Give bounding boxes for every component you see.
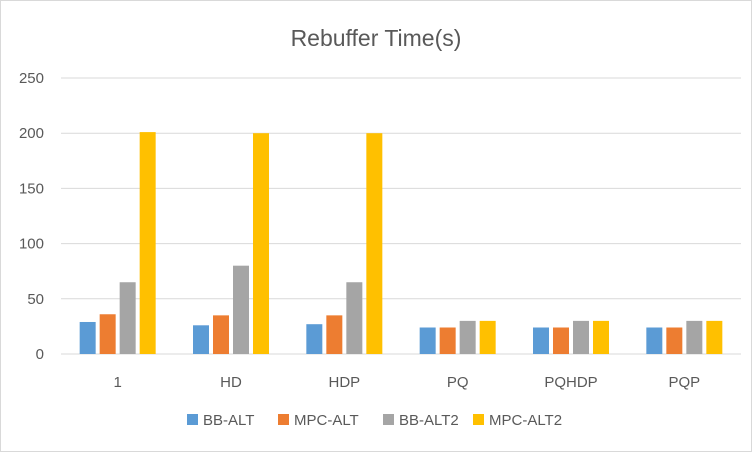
- y-tick-label: 150: [19, 180, 44, 197]
- bar-bb-alt2-pqp: [686, 320, 703, 354]
- bar-mpc-alt-1: [99, 314, 116, 354]
- bar-mpc-alt2-pq: [479, 320, 496, 354]
- bar-mpc-alt2-1: [139, 132, 156, 354]
- x-axis-tick-labels: 1 HD HDP PQ PQHDP PQP: [113, 374, 700, 391]
- bars: [79, 132, 723, 354]
- bar-mpc-alt-hdp: [326, 315, 343, 354]
- x-tick-label: HD: [220, 374, 242, 391]
- gridlines: [61, 77, 741, 355]
- legend-swatch: [187, 414, 198, 425]
- bar-bb-alt2-hdp: [346, 282, 363, 354]
- x-tick-label: PQHDP: [544, 374, 597, 391]
- bar-bb-alt-hdp: [306, 324, 323, 354]
- bar-mpc-alt2-pqp: [706, 320, 723, 354]
- legend: BB-ALT MPC-ALT BB-ALT2 MPC-ALT2: [187, 412, 562, 429]
- bar-mpc-alt2-hd: [253, 133, 269, 354]
- bar-bb-alt-hd: [193, 325, 209, 354]
- bar-mpc-alt2-pqhdp: [593, 320, 609, 354]
- y-tick-label: 100: [19, 236, 44, 253]
- bar-bb-alt-pq: [419, 327, 436, 354]
- legend-swatch: [278, 414, 289, 425]
- legend-label: BB-ALT: [203, 412, 254, 429]
- y-tick-label: 50: [27, 291, 44, 308]
- y-axis-tick-labels: 0 50 100 150 200 250: [19, 70, 44, 363]
- bar-mpc-alt2-hdp: [366, 133, 383, 354]
- bar-mpc-alt-pqp: [666, 327, 683, 354]
- y-tick-label: 200: [19, 125, 44, 142]
- legend-item: BB-ALT: [187, 412, 254, 429]
- bar-mpc-alt-pqhdp: [553, 327, 569, 354]
- bar-bb-alt2-hd: [233, 265, 249, 354]
- legend-swatch: [383, 414, 394, 425]
- bar-bb-alt-pqp: [646, 327, 663, 354]
- legend-item: MPC-ALT2: [473, 412, 562, 429]
- bar-bb-alt2-pq: [459, 320, 476, 354]
- legend-label: BB-ALT2: [399, 412, 459, 429]
- x-tick-label: 1: [113, 374, 121, 391]
- bar-bb-alt-pqhdp: [533, 327, 549, 354]
- legend-label: MPC-ALT2: [489, 412, 562, 429]
- x-tick-label: PQP: [668, 374, 700, 391]
- y-tick-label: 250: [19, 70, 44, 87]
- x-tick-label: PQ: [447, 374, 469, 391]
- legend-swatch: [473, 414, 484, 425]
- x-tick-label: HDP: [328, 374, 360, 391]
- bar-bb-alt-1: [79, 321, 96, 354]
- bar-mpc-alt-pq: [439, 327, 456, 354]
- bar-bb-alt2-1: [119, 282, 136, 354]
- bar-bb-alt2-pqhdp: [573, 320, 589, 354]
- legend-label: MPC-ALT: [294, 412, 359, 429]
- legend-item: MPC-ALT: [278, 412, 359, 429]
- chart-title: Rebuffer Time(s): [291, 25, 462, 51]
- y-tick-label: 0: [36, 346, 44, 363]
- legend-item: BB-ALT2: [383, 412, 459, 429]
- bar-mpc-alt-hd: [213, 315, 229, 354]
